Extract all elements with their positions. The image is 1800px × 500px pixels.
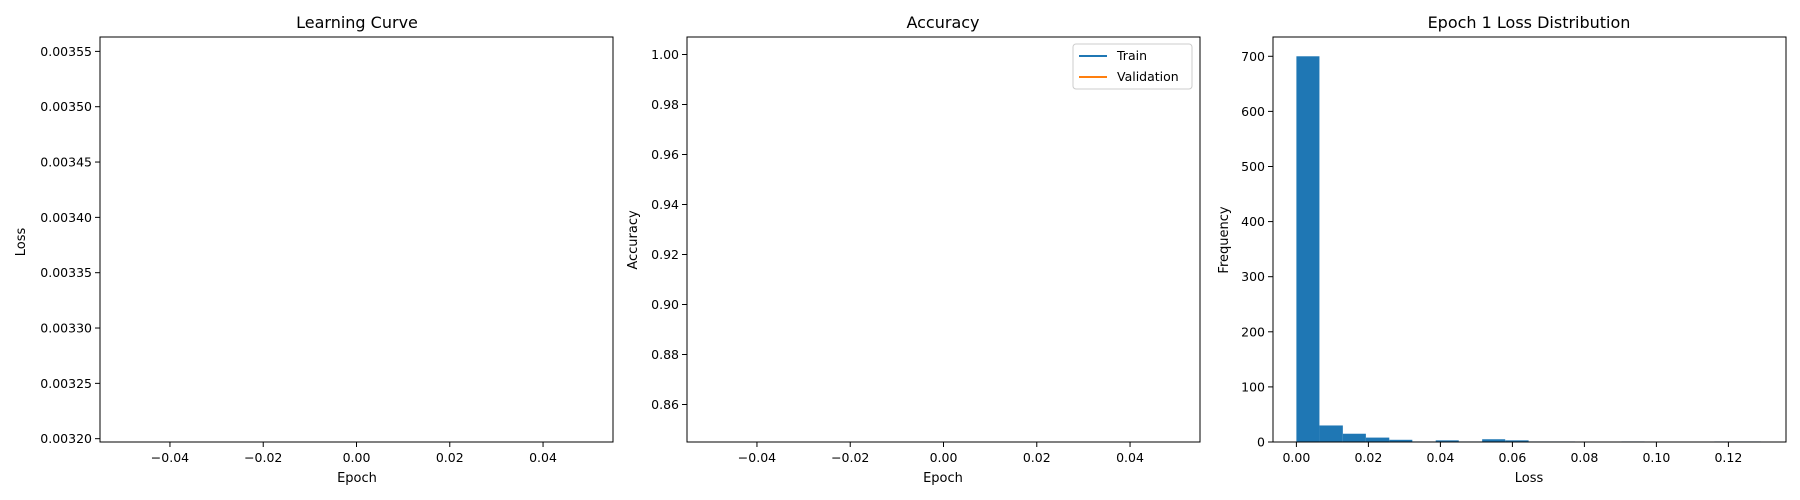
learning-curve-panel: Learning Curve Epoch Loss −0.04 −0.02 0.00… xyxy=(14,13,614,486)
loss-distribution-ticks: 0.00 0.02 0.04 0.06 0.08 0.10 0.12 0 100 200 300 40… xyxy=(1241,49,1742,465)
x-tick-label: −0.04 xyxy=(738,450,776,465)
y-tick-label: 0.00320 xyxy=(40,431,92,446)
loss-distribution-frame xyxy=(1272,36,1787,443)
histogram-bar xyxy=(1342,433,1366,442)
y-tick-label: 200 xyxy=(1241,324,1265,339)
x-tick-label: 0.04 xyxy=(529,450,557,465)
accuracy-xlabel: Epoch xyxy=(923,471,963,486)
y-tick-label: 0.00335 xyxy=(40,265,92,280)
loss-distribution-title: Epoch 1 Loss Distribution xyxy=(1428,13,1631,32)
y-tick-label: 600 xyxy=(1241,104,1265,119)
x-tick-label: 0.04 xyxy=(1426,450,1454,465)
histogram-bar xyxy=(1296,56,1320,443)
y-tick-label: 300 xyxy=(1241,269,1265,284)
loss-distribution-marks xyxy=(1296,56,1761,443)
loss-distribution-xlabel: Loss xyxy=(1515,471,1544,486)
y-tick-label: 500 xyxy=(1241,159,1265,174)
x-tick-label: 0.10 xyxy=(1642,450,1670,465)
accuracy-legend: Train Validation xyxy=(1072,43,1193,90)
y-tick-label: 0.00340 xyxy=(40,210,92,225)
y-tick-label: 0.00325 xyxy=(40,376,92,391)
y-tick-label: 0.00345 xyxy=(40,155,92,170)
x-tick-label: 0.00 xyxy=(1282,450,1310,465)
y-tick-label: 0.86 xyxy=(651,397,679,412)
x-tick-label: 0.08 xyxy=(1570,450,1598,465)
y-tick-label: 0.00350 xyxy=(40,99,92,114)
y-tick-label: 0 xyxy=(1257,435,1265,450)
legend-validation-label: Validation xyxy=(1117,69,1179,84)
y-tick-label: 0.96 xyxy=(651,147,679,162)
x-tick-label: 0.12 xyxy=(1714,450,1742,465)
accuracy-ticks: −0.04 −0.02 0.00 0.02 0.04 0.86 0.88 0.90 0.92 0.… xyxy=(651,47,1144,465)
x-tick-label: −0.04 xyxy=(151,450,189,465)
accuracy-title: Accuracy xyxy=(906,13,979,32)
x-tick-label: 0.00 xyxy=(343,450,371,465)
learning-curve-ylabel: Loss xyxy=(14,228,29,257)
histogram-bar xyxy=(1389,439,1413,442)
x-tick-label: 0.02 xyxy=(436,450,464,465)
x-tick-label: 0.06 xyxy=(1498,450,1526,465)
y-tick-label: 0.92 xyxy=(651,247,679,262)
y-tick-label: 100 xyxy=(1241,379,1265,394)
y-tick-label: 0.94 xyxy=(651,197,679,212)
x-tick-label: 0.04 xyxy=(1116,450,1144,465)
legend-train-label: Train xyxy=(1116,48,1147,63)
histogram-bar xyxy=(1319,425,1343,442)
y-tick-label: 700 xyxy=(1241,49,1265,64)
accuracy-panel: Accuracy Epoch Accuracy −0.04 −0.02 0.00 0.… xyxy=(626,13,1201,486)
histogram-bar xyxy=(1365,437,1390,442)
y-tick-label: 0.90 xyxy=(651,297,679,312)
x-tick-label: 0.02 xyxy=(1354,450,1382,465)
accuracy-frame xyxy=(686,36,1201,443)
learning-curve-frame xyxy=(99,36,614,443)
y-tick-label: 0.88 xyxy=(651,347,679,362)
learning-curve-xlabel: Epoch xyxy=(337,471,377,486)
x-tick-label: −0.02 xyxy=(831,450,869,465)
y-tick-label: 400 xyxy=(1241,214,1265,229)
y-tick-label: 1.00 xyxy=(651,47,679,62)
histogram-bar xyxy=(1435,440,1459,442)
x-tick-label: 0.02 xyxy=(1023,450,1051,465)
x-tick-label: 0.00 xyxy=(930,450,958,465)
accuracy-ylabel: Accuracy xyxy=(626,210,641,270)
histogram-bar xyxy=(1482,439,1506,442)
loss-distribution-panel: Epoch 1 Loss Distribution Loss Frequency… xyxy=(1217,13,1787,486)
histogram-bar xyxy=(1505,440,1529,442)
y-tick-label: 0.00355 xyxy=(40,44,92,59)
y-tick-label: 0.98 xyxy=(651,97,679,112)
x-tick-label: −0.02 xyxy=(244,450,282,465)
learning-curve-title: Learning Curve xyxy=(296,13,418,32)
loss-distribution-ylabel: Frequency xyxy=(1217,206,1232,273)
y-tick-label: 0.00330 xyxy=(40,321,92,336)
learning-curve-ticks: −0.04 −0.02 0.00 0.02 0.04 0.00320 0.00325 0.00… xyxy=(40,44,557,465)
